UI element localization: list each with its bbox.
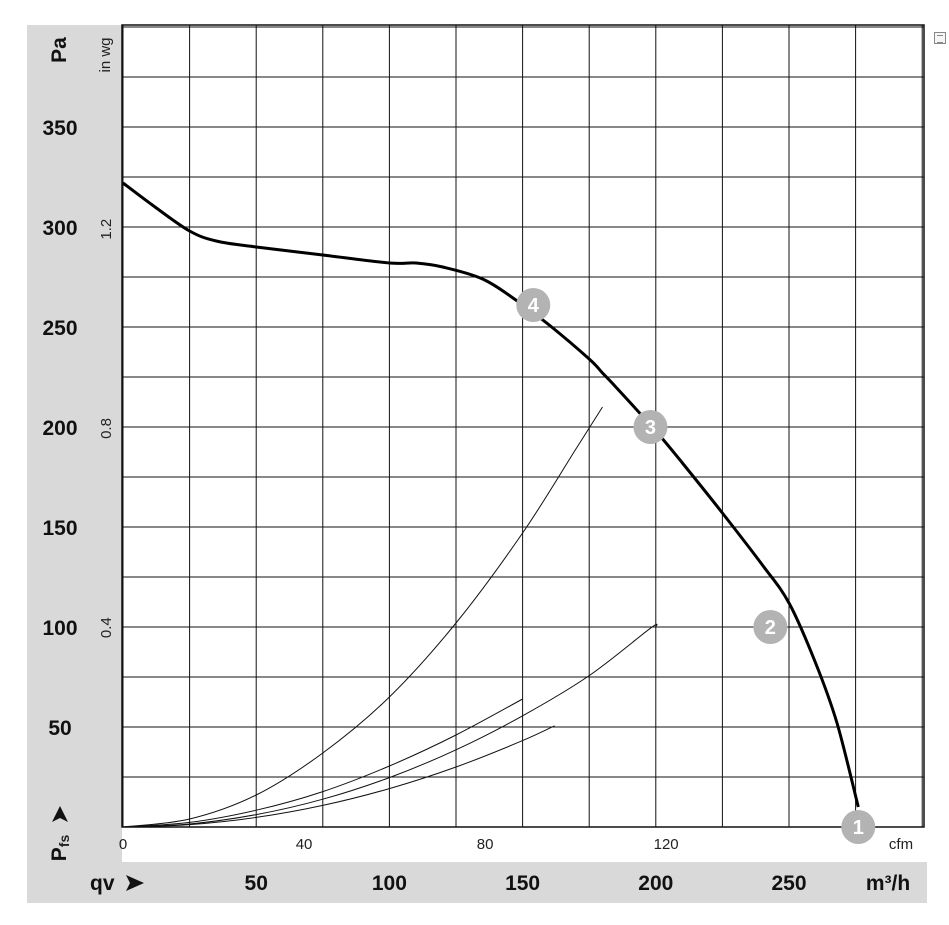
bottom-axis-band [27,862,927,903]
x-tick-m3h: 200 [638,872,673,895]
x-tick-cfm: 80 [477,836,494,853]
operating-point-label-3: 3 [645,417,656,439]
pfs-arrow-icon [52,806,68,822]
qv-arrow-icon [126,875,144,891]
x-ticks-m3h: 50 100 150 200 250 [245,872,807,895]
y-ticks-pa: 350 300 250 200 150 100 50 [42,117,77,740]
y-unit-pa: Pa [48,37,71,63]
curves [122,181,860,828]
plot-frame [121,24,925,828]
x-tick-m3h: 50 [245,872,268,895]
y-tick-pa: 50 [48,717,71,740]
fan-curve [122,181,860,808]
operating-point-label-4: 4 [528,295,540,317]
y-tick-pa: 300 [42,217,77,240]
pfs-sub: fs [56,835,72,848]
page-corner-icon [934,32,946,44]
y-tick-pa: 350 [42,117,77,140]
pfs-label: Pfs [48,835,72,862]
x-tick-cfm: 40 [296,836,313,853]
x-ticks-cfm: 0 40 80 120 [119,836,679,853]
pfs-main: P [48,847,71,861]
operating-point-marker-2 [753,610,788,644]
x-unit-m3h: m³/h [866,872,910,895]
x-unit-cfm: cfm [889,836,913,853]
y-tick-inwg: 1.2 [98,219,115,240]
grid [121,24,925,828]
x-tick-m3h: 250 [771,872,806,895]
operating-point-marker-4 [516,288,551,322]
system-curve-4 [122,698,523,828]
y-tick-pa: 250 [42,317,77,340]
qv-label: qv [90,872,115,895]
system-curve-1 [122,725,555,828]
system-curve-3 [122,406,603,828]
system-curve-2 [122,623,658,828]
operating-points: 1 2 3 4 [516,288,876,844]
x-tick-m3h: 100 [372,872,407,895]
y-unit-inwg: in wg [97,37,114,72]
x-tick-m3h: 150 [505,872,540,895]
y-tick-pa: 100 [42,617,77,640]
operating-point-label-1: 1 [853,817,864,839]
operating-point-label-2: 2 [765,617,776,639]
y-tick-pa: 200 [42,417,77,440]
x-tick-cfm: 120 [654,836,679,853]
y-tick-inwg: 0.4 [98,617,115,638]
left-axis-band [27,25,122,903]
y-ticks-inwg: 1.2 0.8 0.4 [98,219,115,638]
operating-point-marker-1 [841,810,876,844]
x-tick-cfm: 0 [119,836,127,853]
y-tick-inwg: 0.8 [98,418,115,439]
y-tick-pa: 150 [42,517,77,540]
operating-point-marker-3 [633,410,668,444]
